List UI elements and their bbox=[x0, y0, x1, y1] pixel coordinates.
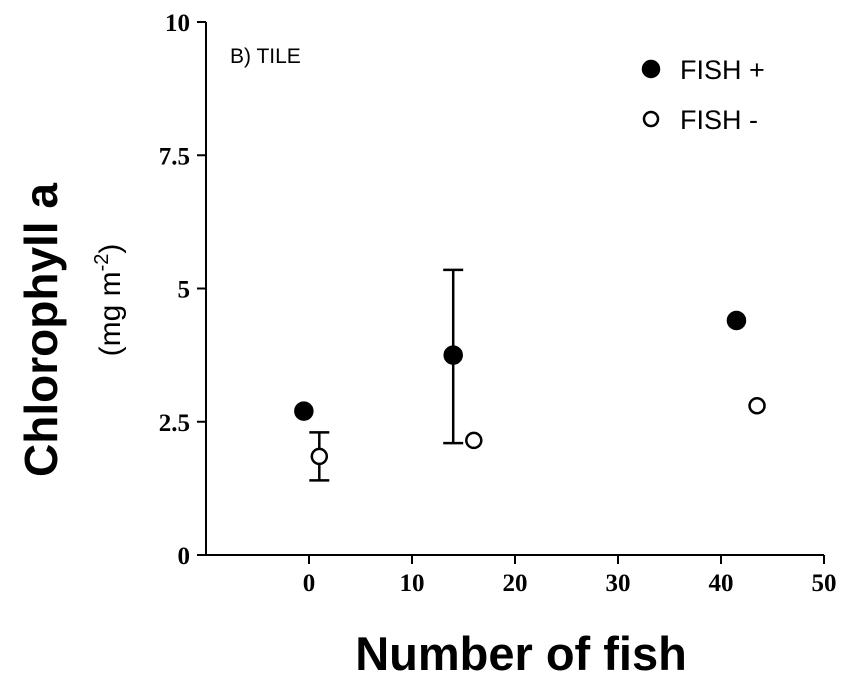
y-tick-label: 0 bbox=[178, 543, 191, 570]
legend-marker-fish-plus bbox=[641, 59, 661, 79]
x-axis-label: Number of fish bbox=[355, 627, 687, 677]
y-axis-unit: (mg m-2) bbox=[91, 244, 127, 357]
y-tick-label: 10 bbox=[165, 10, 190, 37]
y-tick-label: 7.5 bbox=[159, 143, 190, 170]
y-axis-label: Chlorophyll a bbox=[15, 183, 67, 477]
y-axis-unit-close: ) bbox=[94, 244, 127, 254]
x-tick-label: 30 bbox=[606, 570, 631, 597]
legend-label-fish-minus: FISH - bbox=[680, 105, 758, 135]
y-tick-label: 5 bbox=[178, 277, 191, 304]
x-tick-label: 0 bbox=[303, 570, 316, 597]
y-axis-unit-exponent: -2 bbox=[91, 254, 113, 272]
data-marks bbox=[294, 268, 766, 482]
panel-label: B) TILE bbox=[230, 45, 301, 68]
data-point-fish-minus bbox=[310, 447, 329, 466]
x-tick-label: 10 bbox=[400, 570, 425, 597]
axis-ticks: 0 10 20 30 40 50 0 2.5 5 7.5 10 bbox=[159, 10, 837, 597]
data-point-fish-plus bbox=[726, 310, 747, 331]
data-point-fish-minus bbox=[748, 397, 766, 415]
data-point-fish-plus bbox=[443, 345, 463, 365]
data-point-fish-plus bbox=[294, 401, 314, 421]
y-axis-label-group: Chlorophyll a bbox=[15, 183, 67, 477]
x-tick-label: 50 bbox=[812, 570, 837, 597]
data-point-fish-minus bbox=[465, 431, 483, 450]
x-tick-label: 20 bbox=[503, 570, 528, 597]
x-tick-label: 40 bbox=[709, 570, 734, 597]
legend-label-fish-plus: FISH + bbox=[680, 55, 765, 85]
y-tick-label: 2.5 bbox=[159, 410, 190, 437]
y-axis-unit-group: (mg m-2) bbox=[91, 244, 127, 357]
y-axis-unit-base: (mg m bbox=[94, 271, 127, 356]
legend-marker-fish-minus bbox=[642, 110, 660, 128]
axes bbox=[205, 22, 824, 556]
legend: FISH + FISH - bbox=[641, 55, 765, 135]
